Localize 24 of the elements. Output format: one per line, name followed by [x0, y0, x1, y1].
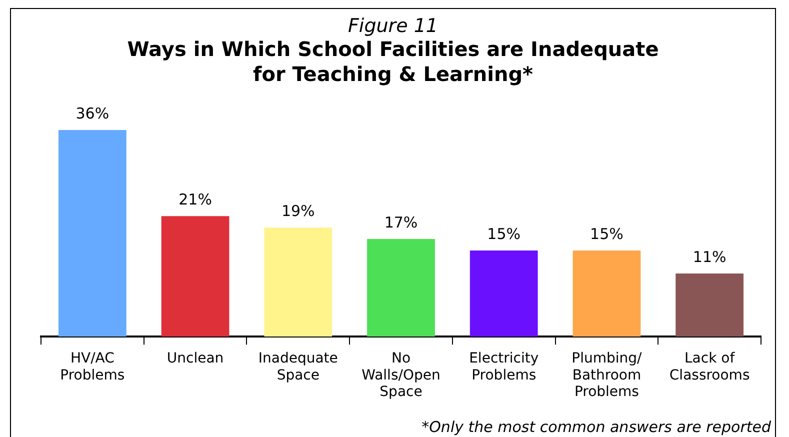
- x-tick-label: No Walls/Open Space: [362, 350, 440, 400]
- data-label: 21%: [178, 190, 212, 208]
- data-label: 11%: [692, 248, 726, 266]
- bar: [572, 250, 641, 337]
- bar: [58, 130, 126, 337]
- x-tick-label: Electricity Problems: [469, 350, 539, 384]
- x-tick-label: Inadequate Space: [258, 350, 338, 384]
- x-tick-label: HV/AC Problems: [60, 350, 125, 384]
- bar: [264, 228, 332, 337]
- chart-subtitle: Figure 11: [346, 15, 440, 37]
- data-label: 15%: [590, 224, 624, 243]
- bar: [161, 216, 230, 337]
- bar: [367, 239, 435, 337]
- data-label: 17%: [384, 213, 418, 232]
- x-tick-label: Lack of Classrooms: [669, 350, 750, 384]
- data-label: 19%: [281, 202, 315, 220]
- text: *Only the most common answers are reported: [422, 418, 771, 436]
- chart-title: Ways in Which School Facilities are Inadequate for Teaching & Learning*: [126, 37, 660, 87]
- bar: [676, 273, 744, 337]
- data-label: 36%: [76, 104, 110, 122]
- x-tick-label: Unclean: [166, 350, 224, 367]
- x-tick-label: Plumbing/ Bathroom Problems: [572, 350, 642, 400]
- bar: [470, 250, 538, 337]
- data-label: 15%: [487, 224, 521, 243]
